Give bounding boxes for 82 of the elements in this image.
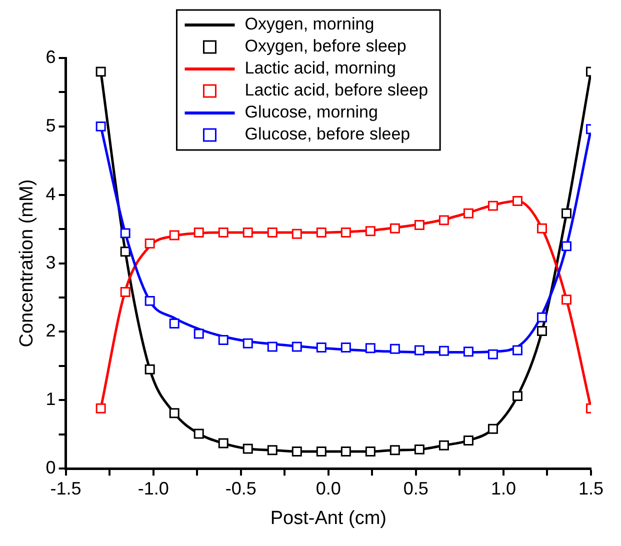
point bbox=[562, 208, 572, 218]
point bbox=[365, 226, 376, 236]
point bbox=[316, 228, 326, 238]
legend-label: Glucose, morning bbox=[244, 102, 378, 122]
point bbox=[536, 326, 547, 336]
x-tick-label: -0.5 bbox=[225, 478, 256, 498]
x-tick-label: 1.0 bbox=[490, 478, 516, 498]
y-tick-label: 3 bbox=[46, 252, 56, 272]
point bbox=[96, 403, 106, 414]
legend-label: Lactic acid, before sleep bbox=[244, 80, 428, 100]
x-tick-label: 1.5 bbox=[578, 478, 604, 498]
point bbox=[463, 208, 474, 218]
point bbox=[365, 343, 376, 354]
y-axis-title: Concentration (mM) bbox=[16, 179, 38, 348]
point bbox=[316, 446, 326, 456]
point bbox=[144, 296, 155, 306]
point bbox=[340, 228, 351, 238]
point bbox=[390, 445, 400, 456]
legend-label: Oxygen, morning bbox=[244, 14, 374, 34]
x-tick-label: 0.5 bbox=[403, 478, 428, 498]
point bbox=[120, 228, 130, 238]
x-tick-label: 0.0 bbox=[316, 478, 341, 498]
point bbox=[438, 440, 449, 450]
point bbox=[169, 230, 180, 240]
point bbox=[438, 346, 449, 356]
point bbox=[267, 445, 278, 456]
point bbox=[512, 391, 522, 402]
x-tick-label: -1.0 bbox=[138, 478, 169, 498]
point bbox=[414, 444, 424, 454]
point bbox=[414, 220, 424, 230]
y-tick-label: 2 bbox=[46, 320, 56, 341]
point bbox=[218, 334, 228, 345]
point bbox=[390, 223, 400, 234]
y-tick-label: 4 bbox=[46, 184, 56, 204]
point bbox=[463, 346, 474, 357]
x-axis-title: Post-Ant (cm) bbox=[270, 508, 386, 529]
point bbox=[365, 446, 376, 456]
point bbox=[144, 238, 155, 248]
point bbox=[120, 246, 130, 257]
point bbox=[96, 66, 106, 77]
point bbox=[316, 342, 326, 352]
point bbox=[562, 294, 572, 305]
point bbox=[242, 228, 253, 238]
y-tick-label: 5 bbox=[46, 115, 56, 136]
y-tick-label: 6 bbox=[46, 46, 56, 67]
legend-label: Oxygen, before sleep bbox=[244, 36, 406, 56]
point bbox=[488, 200, 498, 211]
point bbox=[488, 424, 498, 434]
point bbox=[562, 241, 572, 252]
point bbox=[120, 287, 130, 298]
point bbox=[267, 228, 278, 238]
point bbox=[340, 446, 351, 456]
point bbox=[390, 344, 400, 354]
point bbox=[267, 342, 278, 352]
point bbox=[414, 345, 424, 356]
point bbox=[218, 228, 228, 238]
point bbox=[536, 312, 547, 322]
point bbox=[194, 228, 204, 238]
point bbox=[512, 196, 522, 206]
point bbox=[488, 349, 498, 360]
point bbox=[340, 342, 351, 352]
point bbox=[242, 338, 253, 348]
point bbox=[438, 215, 449, 226]
x-tick-label: -1.5 bbox=[50, 478, 82, 498]
y-tick-label: 0 bbox=[46, 458, 56, 478]
point bbox=[512, 345, 522, 356]
point bbox=[96, 121, 106, 132]
point bbox=[292, 446, 302, 456]
legend-label: Glucose, before sleep bbox=[244, 124, 410, 144]
y-tick-label: 1 bbox=[46, 389, 56, 410]
point bbox=[218, 438, 228, 448]
point bbox=[292, 228, 302, 239]
point bbox=[292, 342, 302, 352]
point bbox=[144, 364, 155, 374]
point bbox=[463, 436, 474, 446]
point bbox=[194, 428, 204, 439]
point bbox=[536, 223, 547, 234]
point bbox=[169, 318, 180, 329]
point bbox=[242, 444, 253, 454]
legend-label: Lactic acid, morning bbox=[244, 58, 396, 78]
point bbox=[194, 328, 204, 339]
point bbox=[169, 408, 180, 418]
